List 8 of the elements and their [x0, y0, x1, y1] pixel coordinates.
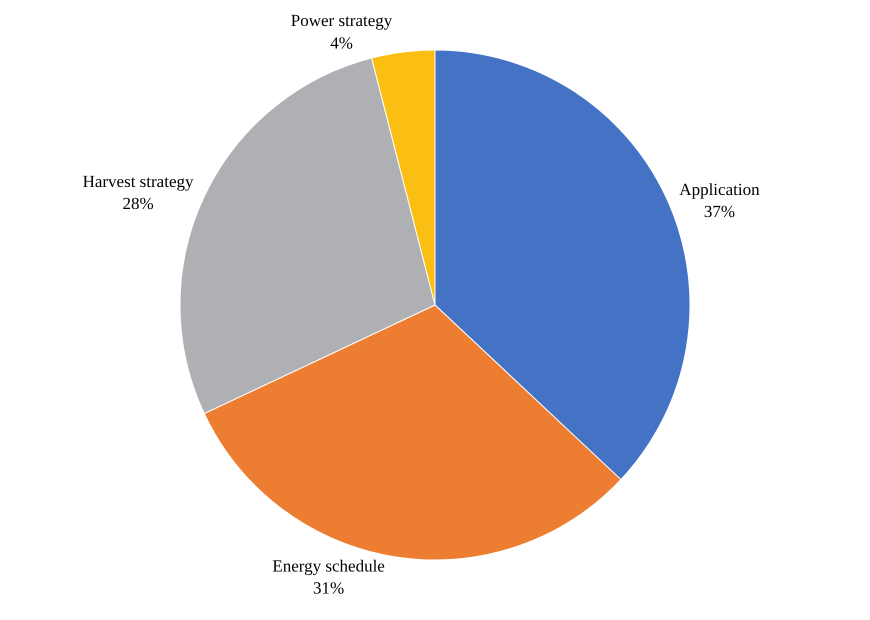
- slice-label: Harvest strategy: [82, 172, 194, 192]
- data-label: 31%: [312, 578, 344, 598]
- data-label: 37%: [704, 202, 736, 222]
- data-label: 4%: [330, 33, 353, 52]
- slice-label: Energy schedule: [272, 556, 385, 576]
- slice-label: Application: [679, 180, 760, 199]
- data-label: 28%: [122, 194, 154, 214]
- slice-label: Power strategy: [290, 11, 393, 30]
